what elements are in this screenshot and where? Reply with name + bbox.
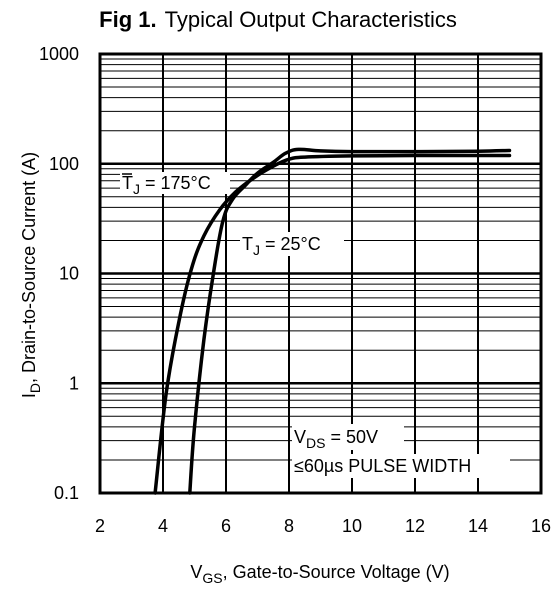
y-tick-label: 100 bbox=[49, 154, 79, 174]
y-tick-label: 10 bbox=[59, 264, 79, 284]
x-tick-label: 8 bbox=[284, 516, 294, 536]
grid-minor bbox=[100, 58, 541, 461]
series-line-tj25 bbox=[188, 147, 512, 495]
plot-frame bbox=[98, 52, 543, 495]
x-tick-label: 10 bbox=[342, 516, 362, 536]
y-axis-label: ID, Drain-to-Source Current (A) bbox=[19, 152, 43, 398]
y-tick-label: 1000 bbox=[39, 44, 79, 64]
x-tick-label: 2 bbox=[95, 516, 105, 536]
pulse-label-bg bbox=[292, 454, 510, 478]
x-tick-label: 6 bbox=[221, 516, 231, 536]
vds-label-bg bbox=[292, 424, 404, 450]
x-tick-label: 4 bbox=[158, 516, 168, 536]
x-axis-label: VGS, Gate-to-Source Voltage (V) bbox=[190, 562, 449, 586]
annotation-tj175: TJ = 175°C bbox=[122, 173, 211, 197]
tj175-label-bg bbox=[120, 172, 230, 194]
annotation-tj25: TJ = 25°C bbox=[242, 234, 321, 258]
annotation-pulse-width: ≤60µs PULSE WIDTH bbox=[294, 456, 471, 476]
x-tick-label: 12 bbox=[405, 516, 425, 536]
chart-title-prefix: Fig 1. bbox=[99, 7, 156, 32]
annotation-vds: VDS = 50V bbox=[294, 427, 378, 451]
y-tick-label: 1 bbox=[69, 373, 79, 393]
x-tick-label: 16 bbox=[531, 516, 551, 536]
curves bbox=[153, 147, 512, 495]
chart-title: Fig 1. Typical Output Characteristics bbox=[99, 7, 457, 32]
y-tick-label: 0.1 bbox=[54, 483, 79, 503]
tick-labels: 2 4 6 8 10 12 14 16 0.1 1 10 100 1000 bbox=[39, 44, 551, 536]
chart-title-text: Typical Output Characteristics bbox=[165, 7, 457, 32]
tj25-label-bg bbox=[240, 232, 344, 256]
x-tick-label: 14 bbox=[468, 516, 488, 536]
